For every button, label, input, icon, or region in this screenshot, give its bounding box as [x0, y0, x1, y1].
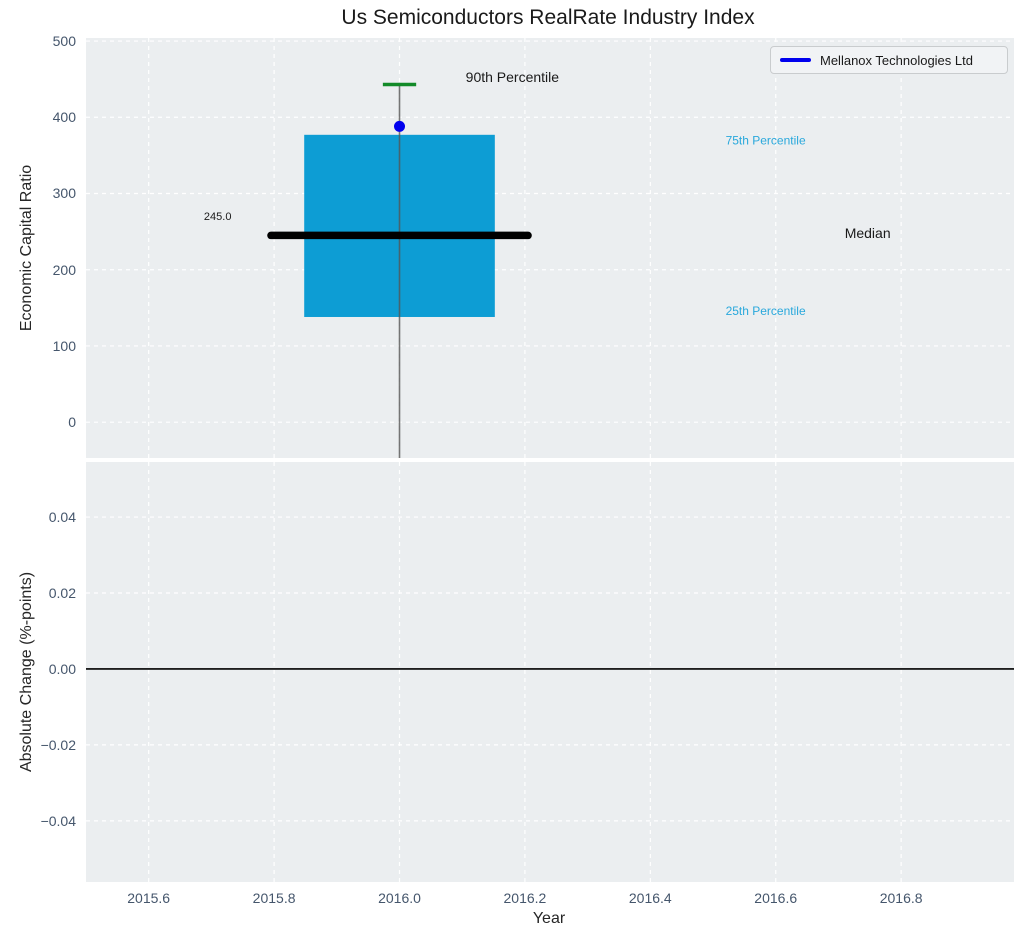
annotation-median: Median — [845, 225, 891, 241]
legend: Mellanox Technologies Ltd — [770, 46, 1008, 74]
top-y-tick-label: 0 — [68, 414, 76, 431]
x-tick-label: 2015.8 — [252, 890, 296, 906]
top-y-tick-label: 100 — [52, 337, 76, 354]
bottom-y-tick-label: 0.04 — [48, 509, 76, 526]
top-y-tick-label: 300 — [52, 185, 76, 202]
chart-title: Us Semiconductors RealRate Industry Inde… — [341, 6, 755, 29]
x-tick-label: 2016.2 — [503, 890, 547, 906]
x-tick-label: 2015.6 — [127, 890, 171, 906]
bottom-axes-canvas — [86, 462, 1014, 882]
bottom-y-tick-label: −0.02 — [40, 736, 76, 753]
top-y-tick-label: 200 — [52, 261, 76, 278]
mellanox-point — [394, 120, 406, 132]
annotation-245-0: 245.0 — [204, 211, 232, 223]
x-tick-label: 2016.0 — [378, 890, 421, 906]
legend-label: Mellanox Technologies Ltd — [820, 52, 973, 68]
top-axes-boxplot: 90th Percentile 75th Percentile Median 25th… — [86, 38, 1014, 458]
bottom-y-tick-label: −0.04 — [40, 812, 76, 829]
top-axes-canvas: 90th Percentile 75th Percentile Median 25th… — [86, 38, 1014, 458]
top-y-tick-label: 500 — [52, 33, 76, 50]
annotation-75th-percentile: 75th Percentile — [726, 133, 806, 147]
top-y-tick-label: 400 — [52, 109, 76, 126]
bottom-y-tick-label: 0.02 — [48, 585, 76, 601]
bottom-axes-change — [86, 462, 1014, 882]
bottom-y-tick-label: 0.00 — [48, 660, 76, 677]
x-tick-label: 2016.4 — [628, 890, 672, 906]
x-tick-label: 2016.6 — [754, 890, 798, 906]
annotation-90th-percentile: 90th Percentile — [466, 69, 560, 85]
legend-line-sample — [780, 58, 811, 62]
x-tick-label: 2016.8 — [879, 890, 923, 906]
annotation-25th-percentile: 25th Percentile — [726, 304, 806, 318]
x-axis-label: Year — [532, 910, 566, 927]
